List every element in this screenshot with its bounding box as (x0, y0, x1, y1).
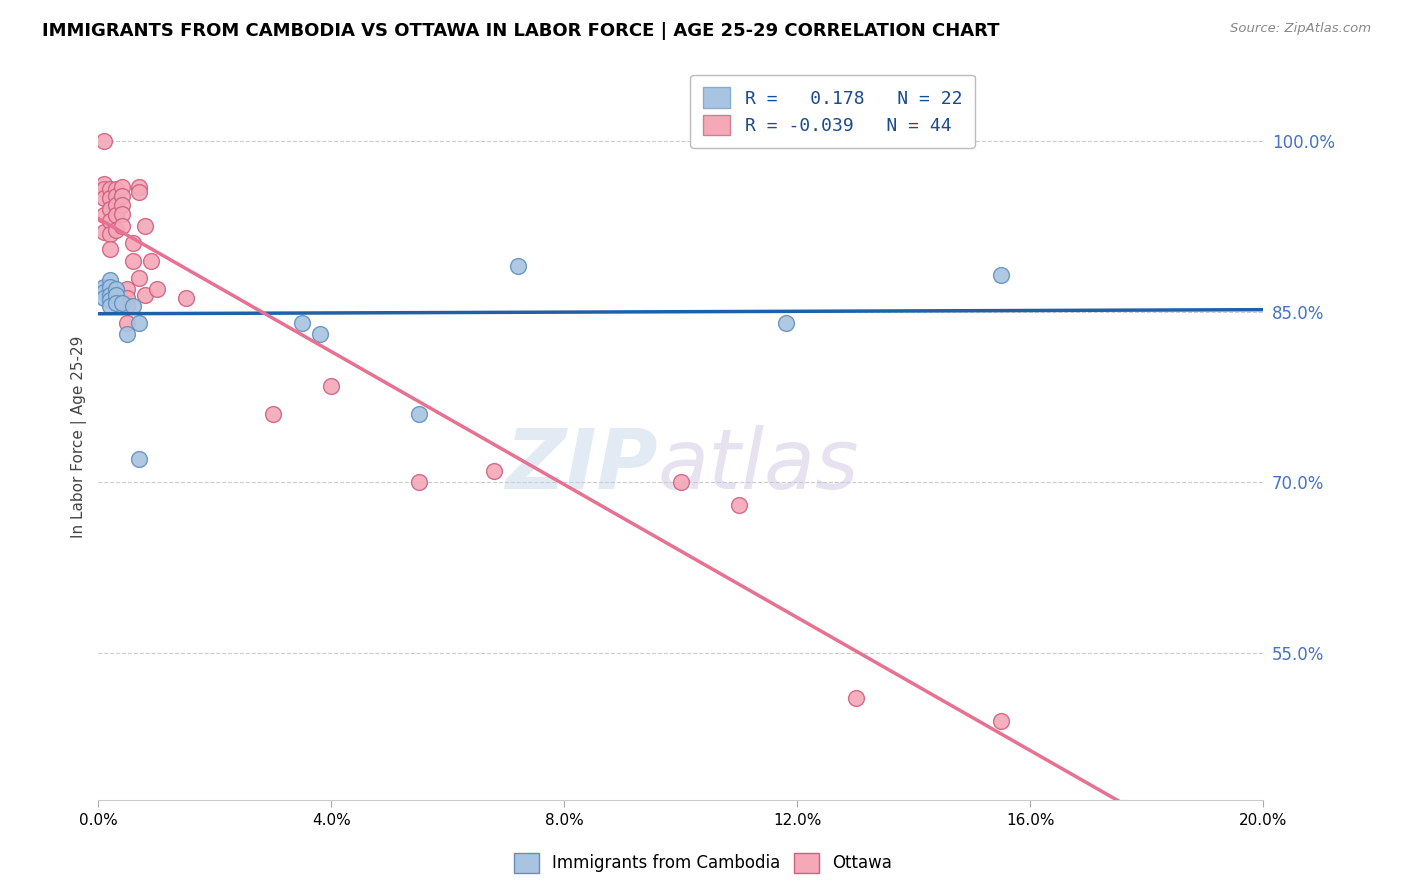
Point (484, 464, 506, 478)
Point (104, 188, 127, 202)
Point (98, 242, 121, 256)
Point (669, 475, 692, 490)
Point (128, 179, 150, 194)
Point (506, 259, 529, 273)
Point (145, 282, 167, 296)
Point (117, 327, 139, 342)
Legend: R =   0.178   N = 22, R = -0.039   N = 44: R = 0.178 N = 22, R = -0.039 N = 44 (690, 75, 974, 148)
Point (104, 282, 127, 296)
Point (104, 223, 127, 237)
Text: ZIP: ZIP (505, 425, 658, 507)
Point (93, 178, 115, 192)
Point (98, 287, 121, 301)
Point (117, 316, 139, 330)
Point (93, 285, 115, 300)
Point (122, 253, 145, 268)
Point (174, 291, 197, 305)
Point (104, 208, 127, 222)
Point (308, 327, 330, 342)
Point (990, 268, 1012, 283)
Point (111, 219, 134, 234)
Point (98, 202, 121, 217)
Point (93, 182, 115, 196)
Text: atlas: atlas (658, 425, 859, 507)
Point (990, 714, 1012, 728)
Point (93, 191, 115, 205)
Text: Source: ZipAtlas.com: Source: ZipAtlas.com (1230, 22, 1371, 36)
Point (104, 182, 127, 196)
Point (111, 198, 134, 212)
Y-axis label: In Labor Force | Age 25-29: In Labor Force | Age 25-29 (72, 335, 87, 538)
Point (122, 236, 145, 251)
Point (775, 316, 797, 330)
Point (93, 291, 115, 305)
Point (321, 378, 343, 392)
Point (134, 287, 156, 301)
Point (104, 295, 127, 310)
Point (139, 253, 162, 268)
Point (104, 198, 127, 212)
Point (93, 208, 115, 222)
Point (728, 498, 751, 512)
Point (98, 227, 121, 242)
Point (122, 299, 145, 313)
Point (128, 186, 150, 200)
Point (111, 179, 134, 194)
Point (128, 316, 150, 330)
Point (93, 279, 115, 293)
Point (128, 270, 150, 285)
Point (98, 191, 121, 205)
Point (128, 452, 150, 467)
Point (98, 182, 121, 196)
Point (93, 225, 115, 239)
Point (408, 475, 430, 490)
Point (408, 407, 430, 421)
Point (117, 282, 139, 296)
Point (291, 316, 314, 330)
Point (262, 407, 284, 421)
Point (117, 291, 139, 305)
Point (104, 287, 127, 301)
Point (98, 293, 121, 308)
Point (98, 213, 121, 227)
Text: IMMIGRANTS FROM CAMBODIA VS OTTAWA IN LABOR FORCE | AGE 25-29 CORRELATION CHART: IMMIGRANTS FROM CAMBODIA VS OTTAWA IN LA… (42, 22, 1000, 40)
Point (111, 188, 134, 202)
Point (98, 273, 121, 287)
Point (845, 691, 868, 706)
Point (93, 134, 115, 148)
Legend: Immigrants from Cambodia, Ottawa: Immigrants from Cambodia, Ottawa (508, 847, 898, 880)
Point (134, 219, 156, 234)
Point (117, 299, 139, 313)
Point (111, 295, 134, 310)
Point (98, 299, 121, 313)
Point (111, 207, 134, 221)
Point (98, 279, 121, 293)
